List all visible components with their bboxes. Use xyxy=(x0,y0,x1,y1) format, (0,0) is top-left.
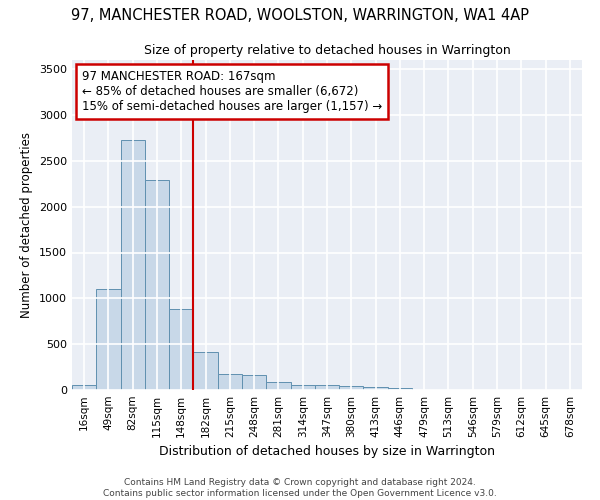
Bar xyxy=(145,180,169,390)
Bar xyxy=(388,388,412,390)
Title: Size of property relative to detached houses in Warrington: Size of property relative to detached ho… xyxy=(143,44,511,58)
X-axis label: Distribution of detached houses by size in Warrington: Distribution of detached houses by size … xyxy=(159,446,495,458)
Bar xyxy=(339,386,364,390)
Bar xyxy=(218,374,242,390)
Bar xyxy=(169,310,193,390)
Text: 97 MANCHESTER ROAD: 167sqm
← 85% of detached houses are smaller (6,672)
15% of s: 97 MANCHESTER ROAD: 167sqm ← 85% of deta… xyxy=(82,70,382,113)
Bar xyxy=(364,387,388,390)
Bar xyxy=(266,382,290,390)
Bar xyxy=(315,385,339,390)
Bar xyxy=(121,140,145,390)
Bar xyxy=(193,352,218,390)
Text: Contains HM Land Registry data © Crown copyright and database right 2024.
Contai: Contains HM Land Registry data © Crown c… xyxy=(103,478,497,498)
Bar xyxy=(290,384,315,390)
Bar xyxy=(242,375,266,390)
Bar xyxy=(72,385,96,390)
Bar xyxy=(96,289,121,390)
Text: 97, MANCHESTER ROAD, WOOLSTON, WARRINGTON, WA1 4AP: 97, MANCHESTER ROAD, WOOLSTON, WARRINGTO… xyxy=(71,8,529,22)
Y-axis label: Number of detached properties: Number of detached properties xyxy=(20,132,34,318)
